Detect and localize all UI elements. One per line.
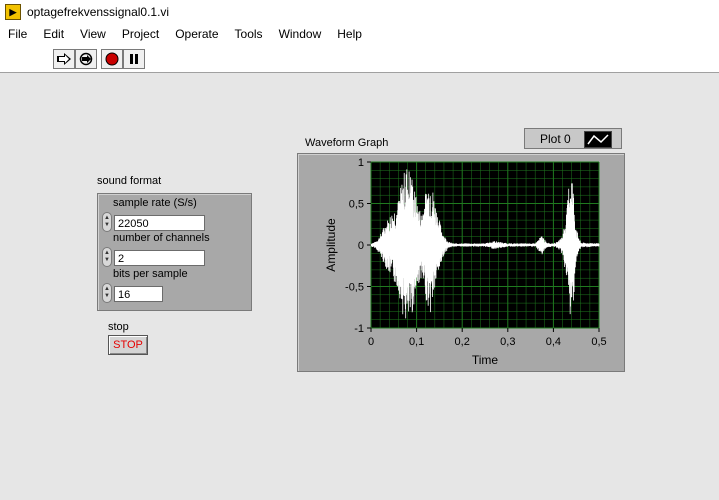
abort-button[interactable] [101, 49, 123, 69]
x-tick-label: 0,4 [546, 336, 561, 348]
window-title: optagefrekvenssignal0.1.vi [27, 5, 170, 19]
menu-operate[interactable]: Operate [175, 27, 219, 41]
waveform-graph[interactable]: 0 0,1 0,2 0,3 0,4 0,5 1 0,5 0 -0,5 -1 Time Amplitu… [297, 153, 623, 370]
channels-field[interactable]: 2 [114, 250, 205, 266]
run-arrow-icon [57, 53, 71, 65]
toolbar [0, 44, 719, 73]
y-tick-label: -1 [354, 323, 364, 335]
y-tick-label: 0 [358, 240, 364, 252]
x-tick-label: 0,1 [409, 336, 424, 348]
plot-line-swatch-icon [584, 131, 612, 148]
sample-rate-label: sample rate (S/s) [113, 197, 197, 209]
menu-file[interactable]: File [8, 27, 28, 41]
abort-icon [105, 52, 119, 66]
channels-label: number of channels [113, 232, 210, 244]
series-line-plot-0 [370, 169, 600, 319]
y-tick-label: 0,5 [349, 199, 364, 211]
bits-label: bits per sample [113, 268, 188, 280]
menu-tools[interactable]: Tools [234, 27, 263, 41]
channels-spinner[interactable]: ▲ ▼ [102, 247, 112, 267]
x-tick-label: 0,2 [455, 336, 470, 348]
x-tick-label: 0,5 [591, 336, 606, 348]
x-tick-label: 0 [368, 336, 374, 348]
y-tick-label: 1 [358, 157, 364, 169]
stop-button[interactable]: STOP [108, 335, 148, 355]
run-continuously-icon [79, 52, 93, 66]
pause-icon [130, 54, 138, 64]
sound-format-cluster: sample rate (S/s) ▲ ▼ 22050 number of cha… [97, 193, 252, 311]
menu-help[interactable]: Help [337, 27, 362, 41]
menu-edit[interactable]: Edit [43, 27, 65, 41]
legend-plot-name: Plot 0 [540, 132, 571, 146]
sound-format-label: sound format [97, 175, 162, 187]
stop-label: stop [108, 321, 129, 333]
y-axis-label: Amplitude [324, 218, 338, 272]
x-tick-label: 0,3 [500, 336, 515, 348]
graph-label: Waveform Graph [305, 137, 389, 149]
sample-rate-field[interactable]: 22050 [114, 215, 205, 231]
bits-field[interactable]: 16 [114, 286, 163, 302]
y-tick-label: -0,5 [345, 282, 364, 294]
labview-vi-icon: ▶ [5, 4, 21, 20]
menu-view[interactable]: View [80, 27, 106, 41]
menu-bar: File Edit View Project Operate Tools Win… [0, 24, 719, 44]
menu-window[interactable]: Window [278, 27, 322, 41]
x-axis-label: Time [472, 353, 499, 367]
sample-rate-spinner[interactable]: ▲ ▼ [102, 212, 112, 232]
run-continuously-button[interactable] [75, 49, 97, 69]
bits-spinner[interactable]: ▲ ▼ [102, 283, 112, 303]
run-button[interactable] [53, 49, 75, 69]
plot-legend[interactable]: Plot 0 [524, 128, 622, 149]
pause-button[interactable] [123, 49, 145, 69]
menu-project[interactable]: Project [121, 27, 160, 41]
title-bar: ▶ optagefrekvenssignal0.1.vi [0, 0, 719, 24]
